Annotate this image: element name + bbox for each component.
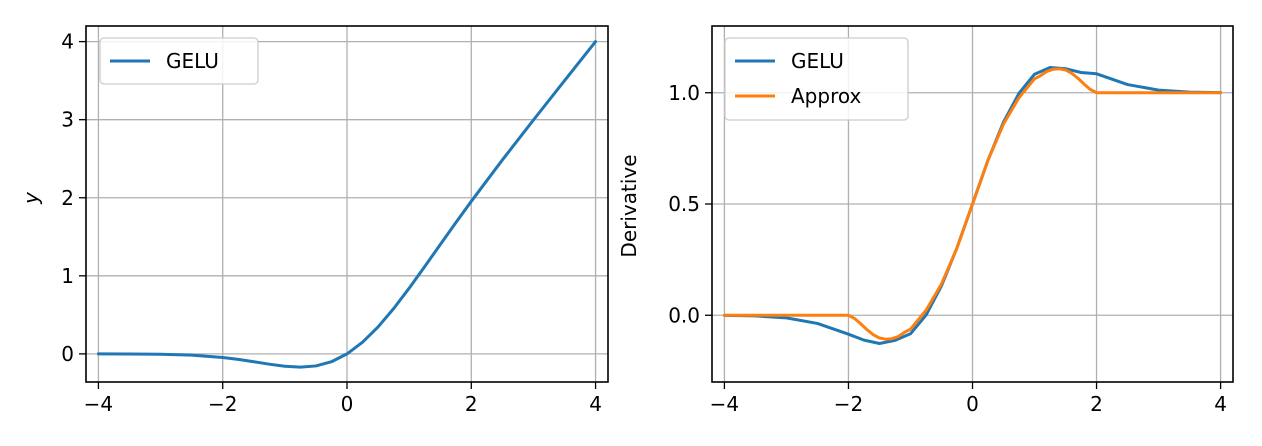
right-x-tick-label: −4 [710,392,739,416]
left-legend: GELU [99,37,259,85]
left-ticks: −4 −2 0 2 4 0 1 2 3 4 [61,30,602,416]
right-y-tick-label: 1.0 [668,81,700,105]
right-plot: −4 −2 0 2 4 0.0 0.5 1.0 Derivative GELU Approx [617,25,1234,416]
right-x-tick-label: 4 [1214,392,1227,416]
left-x-tick-label: 2 [465,392,478,416]
left-legend-label-gelu: GELU [166,49,219,73]
left-x-tick-label: −2 [208,392,237,416]
left-y-tick-label: 0 [61,342,74,366]
left-x-tick-label: 0 [341,392,354,416]
right-y-axis-label: Derivative [617,154,641,257]
left-x-tick-label: 4 [589,392,602,416]
right-y-tick-label: 0.0 [668,303,700,327]
left-y-axis-label: y [19,191,43,205]
left-series-gelu-line [96,40,598,369]
right-series-approx-line [722,67,1223,341]
right-legend-label-approx: Approx [791,84,861,108]
right-series-layer [722,66,1223,346]
left-y-tick-label: 4 [61,30,74,54]
right-legend-box [724,37,909,121]
left-y-tick-label: 1 [61,264,74,288]
right-x-tick-label: 2 [1090,392,1103,416]
left-series-layer [96,40,598,369]
left-y-tick-label: 3 [61,108,74,132]
right-legend-label-gelu: GELU [791,49,844,73]
left-plot: −4 −2 0 2 4 0 1 2 3 4 y GELU [19,25,609,416]
right-legend: GELU Approx [724,37,909,121]
left-x-tick-label: −4 [84,392,113,416]
right-x-tick-label: −2 [834,392,863,416]
right-x-tick-label: 0 [966,392,979,416]
left-legend-box [99,37,259,85]
right-y-tick-label: 0.5 [668,192,700,216]
left-y-tick-label: 2 [61,186,74,210]
right-ticks: −4 −2 0 2 4 0.0 0.5 1.0 [668,81,1227,416]
